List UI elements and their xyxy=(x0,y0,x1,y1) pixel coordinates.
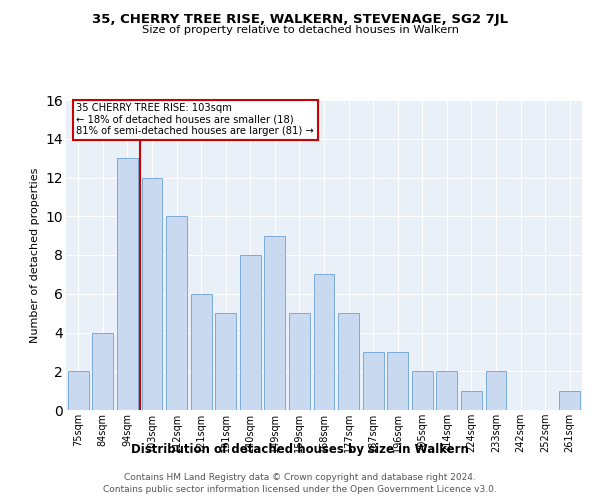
Bar xyxy=(240,255,261,410)
Bar xyxy=(412,371,433,410)
Bar xyxy=(387,352,408,410)
Bar xyxy=(485,371,506,410)
Text: Distribution of detached houses by size in Walkern: Distribution of detached houses by size … xyxy=(131,442,469,456)
Bar xyxy=(559,390,580,410)
Text: 35, CHERRY TREE RISE, WALKERN, STEVENAGE, SG2 7JL: 35, CHERRY TREE RISE, WALKERN, STEVENAGE… xyxy=(92,12,508,26)
Y-axis label: Number of detached properties: Number of detached properties xyxy=(30,168,40,342)
Text: Contains public sector information licensed under the Open Government Licence v3: Contains public sector information licen… xyxy=(103,485,497,494)
Bar xyxy=(289,313,310,410)
Bar xyxy=(166,216,187,410)
Text: Contains HM Land Registry data © Crown copyright and database right 2024.: Contains HM Land Registry data © Crown c… xyxy=(124,472,476,482)
Bar xyxy=(362,352,383,410)
Bar xyxy=(68,371,89,410)
Text: 35 CHERRY TREE RISE: 103sqm
← 18% of detached houses are smaller (18)
81% of sem: 35 CHERRY TREE RISE: 103sqm ← 18% of det… xyxy=(76,103,314,136)
Bar xyxy=(436,371,457,410)
Bar xyxy=(142,178,163,410)
Text: Size of property relative to detached houses in Walkern: Size of property relative to detached ho… xyxy=(142,25,458,35)
Bar xyxy=(314,274,334,410)
Bar xyxy=(338,313,359,410)
Bar xyxy=(191,294,212,410)
Bar xyxy=(265,236,286,410)
Bar xyxy=(461,390,482,410)
Bar xyxy=(92,332,113,410)
Bar xyxy=(117,158,138,410)
Bar xyxy=(215,313,236,410)
